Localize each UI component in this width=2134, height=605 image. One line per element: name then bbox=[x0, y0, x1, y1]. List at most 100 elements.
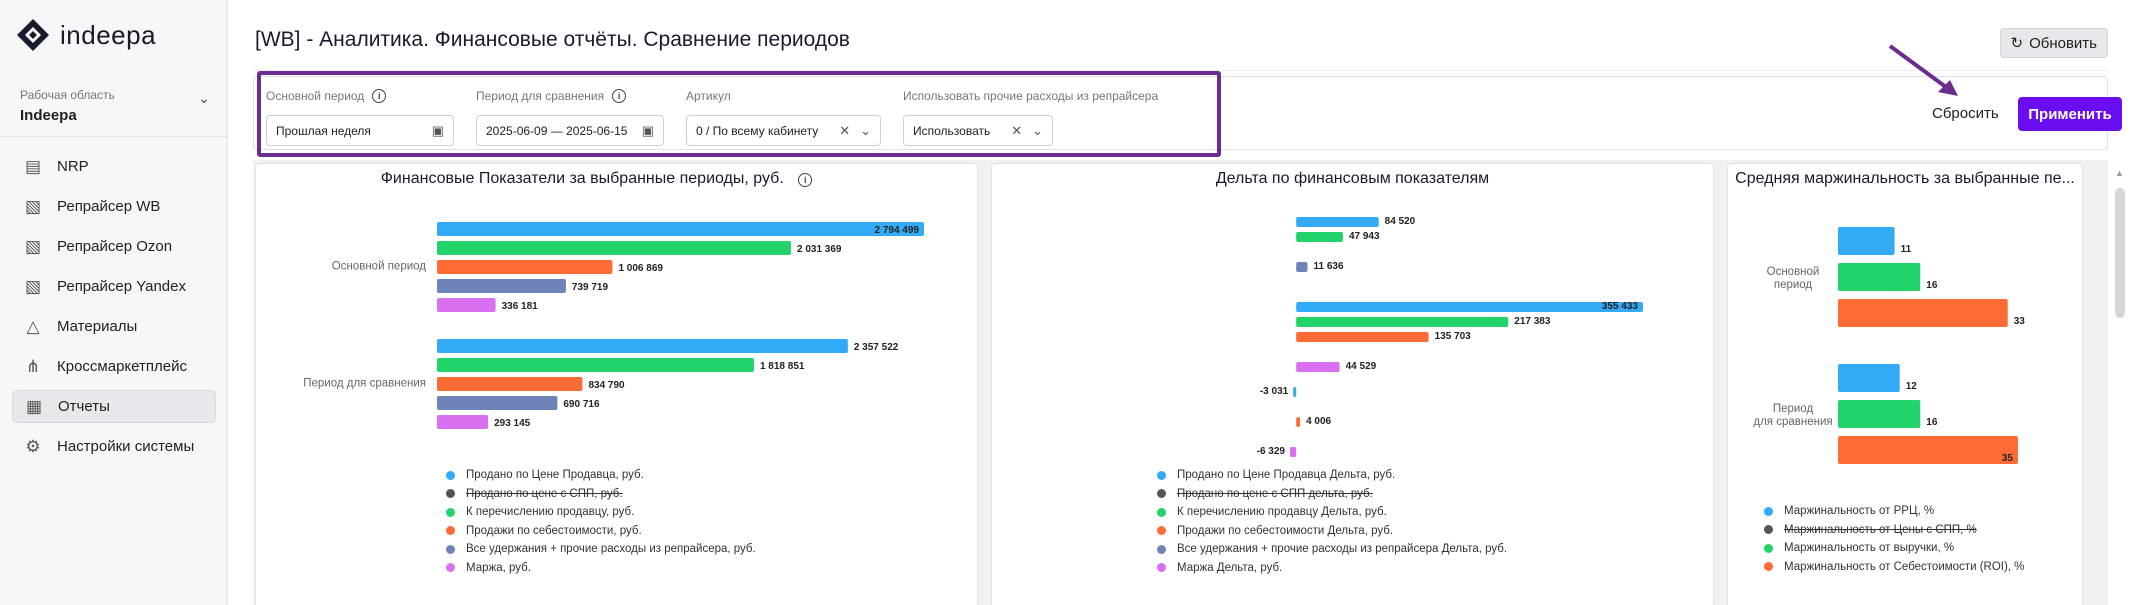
legend-item[interactable]: Продажи по себестоимости Дельта, руб. bbox=[1157, 522, 1507, 541]
main-period-select[interactable]: Прошлая неделя ▣ bbox=[266, 115, 454, 146]
calendar-icon[interactable]: ▣ bbox=[431, 122, 444, 138]
legend-item[interactable]: Продажи по себестоимости, руб. bbox=[446, 522, 756, 541]
reset-button[interactable]: Сбросить bbox=[1932, 105, 1999, 122]
data-label: 355 433 bbox=[1602, 301, 1639, 312]
other-expenses-label: Использовать прочие расходы из репрайсер… bbox=[903, 89, 1159, 103]
chart-bar bbox=[437, 241, 792, 255]
sidebar-item-repricer-wb[interactable]: ▧ Репрайсер WB bbox=[12, 190, 216, 223]
repricer-icon: ▧ bbox=[24, 276, 42, 296]
legend-item[interactable]: Маржинальность от Себестоимости (ROI), % bbox=[1764, 558, 2024, 577]
data-label: 35 bbox=[2002, 453, 2014, 464]
data-label: 1 818 851 bbox=[760, 361, 805, 372]
chart-delta: 84 520 47 943 11 636 355 433 217 383 135 703 4… bbox=[1257, 216, 1643, 457]
category-label: Основной bbox=[1767, 266, 1820, 278]
chart-bar bbox=[1293, 387, 1297, 397]
filter-bar: Основной период i Прошлая неделя ▣ Перио… bbox=[253, 71, 2122, 157]
chart-bar bbox=[1290, 447, 1297, 457]
sidebar-item-label: NRP bbox=[57, 158, 89, 175]
legend-item[interactable]: Маржинальность от выручки, % bbox=[1764, 539, 2024, 558]
chart-card-financial: Финансовые Показатели за выбранные перио… bbox=[255, 163, 978, 605]
category-label: для сравнения bbox=[1753, 416, 1832, 428]
data-label: 135 703 bbox=[1435, 331, 1472, 342]
scrollbar-thumb[interactable] bbox=[2115, 188, 2125, 318]
calendar-icon[interactable]: ▣ bbox=[641, 122, 654, 138]
workspace-selector[interactable]: Рабочая область Indeepa ⌄ bbox=[20, 88, 210, 124]
sidebar-item-reports[interactable]: ▦ Отчеты bbox=[12, 390, 216, 423]
chart-bar bbox=[1838, 436, 2018, 464]
workspace-label: Рабочая область bbox=[20, 88, 115, 102]
category-label: Период для сравнения bbox=[303, 378, 426, 390]
sidebar-item-settings[interactable]: ⚙ Настройки системы bbox=[12, 430, 216, 463]
data-label: 4 006 bbox=[1306, 416, 1331, 427]
apply-button[interactable]: Применить bbox=[2018, 97, 2122, 131]
chevron-down-icon[interactable]: ⌄ bbox=[1032, 122, 1043, 138]
info-icon[interactable]: i bbox=[612, 89, 627, 103]
settings-icon: ⚙ bbox=[25, 436, 41, 456]
main-period-label: Основной период bbox=[266, 89, 365, 103]
legend-item[interactable]: Продано по цене с СПП дельта, руб. bbox=[1157, 485, 1507, 504]
data-label: 834 790 bbox=[588, 380, 625, 391]
chart-bar bbox=[1838, 364, 1900, 392]
chart-title: Средняя маржинальность за выбранные пе..… bbox=[1735, 170, 2075, 187]
legend-item[interactable]: К перечислению продавцу Дельта, руб. bbox=[1157, 503, 1507, 522]
chevron-down-icon[interactable]: ⌄ bbox=[860, 122, 871, 138]
chart-bar bbox=[1296, 302, 1643, 312]
legend-item[interactable]: Продано по Цене Продавца Дельта, руб. bbox=[1157, 466, 1507, 485]
chart-bar bbox=[437, 339, 848, 353]
scroll-up-icon[interactable]: ▲ bbox=[2115, 168, 2124, 178]
legend-item[interactable]: Маржинальность от Цены с СПП, % bbox=[1764, 521, 2024, 540]
sidebar-divider bbox=[0, 136, 228, 137]
chart-bar bbox=[437, 298, 496, 312]
sidebar-item-label: Материалы bbox=[57, 318, 138, 335]
info-icon[interactable]: i bbox=[798, 173, 813, 187]
compare-period-filter: Период для сравнения i 2025-06-09 — 2025… bbox=[476, 87, 664, 146]
data-label: 739 719 bbox=[572, 282, 609, 293]
refresh-button[interactable]: ↻ Обновить bbox=[1999, 28, 2108, 58]
info-icon[interactable]: i bbox=[372, 89, 387, 103]
chart-bar bbox=[1838, 400, 1921, 428]
chart-legend: Продано по Цене Продавца Дельта, руб. Пр… bbox=[1157, 466, 1507, 577]
data-label: 12 bbox=[1906, 381, 1918, 392]
data-label: 217 383 bbox=[1514, 316, 1551, 327]
annotation-arrow bbox=[1888, 44, 1958, 96]
data-label: 1 006 869 bbox=[618, 263, 663, 274]
chart-bar bbox=[437, 260, 613, 274]
clear-icon[interactable]: ✕ bbox=[839, 122, 851, 138]
other-expenses-select[interactable]: Использовать ✕ ⌄ bbox=[903, 115, 1053, 146]
legend-item[interactable]: Маржа, руб. bbox=[446, 559, 756, 578]
sidebar-item-crossmarketplace[interactable]: ⋔ Кроссмаркетплейс bbox=[12, 350, 216, 383]
other-expenses-value: Использовать bbox=[913, 123, 991, 138]
sidebar-item-repricer-ozon[interactable]: ▧ Репрайсер Ozon bbox=[12, 230, 216, 263]
main-period-filter: Основной период i Прошлая неделя ▣ bbox=[266, 87, 454, 146]
chart-financial: Основной период 2 794 499 2 031 369 1 006 8… bbox=[303, 222, 924, 429]
data-label: 336 181 bbox=[502, 301, 539, 312]
compare-period-label: Период для сравнения bbox=[476, 89, 605, 103]
data-label: 11 636 bbox=[1314, 261, 1344, 272]
legend-item[interactable]: Маржинальность от РРЦ, % bbox=[1764, 502, 2024, 521]
article-select[interactable]: 0 / По всему кабинету ✕ ⌄ bbox=[686, 115, 881, 146]
legend-item[interactable]: Маржа Дельта, руб. bbox=[1157, 559, 1507, 578]
legend-item[interactable]: Продано по Цене Продавца, руб. bbox=[446, 466, 756, 485]
chevron-down-icon[interactable]: ⌄ bbox=[198, 90, 210, 106]
refresh-icon: ↻ bbox=[2010, 35, 2024, 52]
sidebar-item-materials[interactable]: △ Материалы bbox=[12, 310, 216, 343]
graduation-cap-icon: △ bbox=[26, 316, 40, 336]
logo[interactable]: indeepa bbox=[16, 18, 156, 52]
compare-period-value: 2025-06-09 — 2025-06-15 bbox=[486, 123, 628, 138]
legend-item[interactable]: К перечислению продавцу, руб. bbox=[446, 503, 756, 522]
chart-card-delta: Дельта по финансовым показателям 84 520 4… bbox=[991, 163, 1714, 605]
chart-bar bbox=[1296, 217, 1379, 227]
chart-bar bbox=[1296, 362, 1340, 372]
sidebar-item-nrp[interactable]: ▤ NRP bbox=[12, 150, 216, 183]
compare-period-input[interactable]: 2025-06-09 — 2025-06-15 ▣ bbox=[476, 115, 664, 146]
sidebar-item-repricer-yandex[interactable]: ▧ Репрайсер Yandex bbox=[12, 270, 216, 303]
chart-legend: Продано по Цене Продавца, руб. Продано п… bbox=[446, 466, 756, 577]
page-title: [WB] - Аналитика. Финансовые отчёты. Сра… bbox=[255, 28, 850, 51]
chart-bar bbox=[1296, 317, 1509, 327]
clear-icon[interactable]: ✕ bbox=[1011, 122, 1023, 138]
article-value: 0 / По всему кабинету bbox=[696, 123, 819, 138]
legend-item[interactable]: Все удержания + прочие расходы из репрай… bbox=[1157, 540, 1507, 559]
legend-item[interactable]: Продано по цене с СПП, руб. bbox=[446, 485, 756, 504]
legend-item[interactable]: Все удержания + прочие расходы из репрай… bbox=[446, 540, 756, 559]
